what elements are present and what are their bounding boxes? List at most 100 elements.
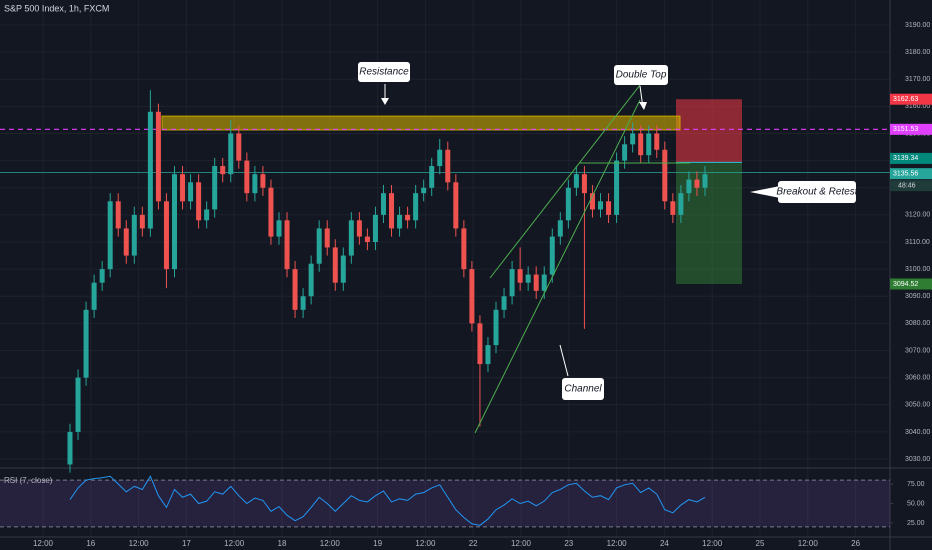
candle-body <box>300 296 306 310</box>
candle-body <box>380 193 386 215</box>
x-tick-label: 12:00 <box>511 539 532 548</box>
rsi-tick-label: 50.00 <box>907 500 925 507</box>
candle-body <box>99 269 105 283</box>
candle-body <box>244 160 250 194</box>
y-tick-label: 3090.00 <box>905 293 930 300</box>
candle-body <box>630 133 636 145</box>
candle-body <box>91 282 97 310</box>
annotation: Resistance <box>359 67 409 78</box>
y-tick-label: 3160.00 <box>905 103 930 110</box>
candle-body <box>276 220 282 237</box>
candle-body <box>228 133 234 175</box>
candle-body <box>445 149 451 183</box>
candle-body <box>188 182 194 202</box>
x-tick-label: 17 <box>182 539 191 548</box>
y-tick-label: 3100.00 <box>905 266 930 273</box>
candle-body <box>606 201 612 215</box>
candle-body <box>702 174 708 188</box>
x-tick-label: 12:00 <box>607 539 628 548</box>
candle-body <box>589 193 595 210</box>
candle-body <box>292 269 298 310</box>
candle-body <box>389 193 395 229</box>
candle-body <box>171 174 177 270</box>
x-tick-label: 22 <box>469 539 478 548</box>
price-badge-label: 3162.63 <box>893 96 918 103</box>
candle-body <box>340 255 346 283</box>
x-tick-label: 24 <box>660 539 669 548</box>
y-tick-label: 3110.00 <box>905 239 930 246</box>
candle-body <box>107 201 113 270</box>
annotation-box <box>614 65 668 85</box>
candle-body <box>372 214 378 243</box>
y-tick-label: 3040.00 <box>905 429 930 436</box>
price-badge <box>890 168 932 180</box>
candle-body <box>525 274 531 283</box>
y-tick-label: 3070.00 <box>905 347 930 354</box>
candle-body <box>694 179 700 188</box>
candle-body <box>364 236 370 243</box>
arrow-head <box>639 102 647 110</box>
rsi-tick-label: 25.00 <box>907 520 925 527</box>
countdown: 48:46 <box>898 183 916 190</box>
candle-body <box>123 228 129 256</box>
y-tick-label: 3190.00 <box>905 22 930 29</box>
candle-body <box>678 193 684 215</box>
candle-body <box>413 193 419 221</box>
candle-body <box>598 201 604 210</box>
annotation: Double Top <box>616 70 667 81</box>
candle-body <box>469 269 475 324</box>
candle-body <box>517 269 523 283</box>
price-axis: 12:00 16 12:00 17 12:00 18 12:00 19 12:00 22 12:00… <box>33 22 932 548</box>
candle-body <box>397 214 403 229</box>
channel-line <box>489 84 641 279</box>
x-tick-label: 26 <box>851 539 860 548</box>
y-tick-label: 3030.00 <box>905 456 930 463</box>
annotation: Breakout & Retest <box>776 187 858 198</box>
y-tick-label: 3050.00 <box>905 402 930 409</box>
x-tick-label: 12:00 <box>129 539 150 548</box>
candle-body <box>453 182 459 229</box>
x-tick-label: 19 <box>373 539 382 548</box>
candle-body <box>477 323 483 365</box>
y-tick-label: 3060.00 <box>905 374 930 381</box>
annotations: Resistance Double Top Channel Breakout &… <box>358 62 859 400</box>
x-tick-label: 16 <box>86 539 95 548</box>
candle-body <box>204 209 210 221</box>
annotation-box <box>778 181 856 203</box>
candle-body <box>662 149 668 202</box>
candle-body <box>670 201 676 215</box>
candle-body <box>581 174 587 194</box>
y-tick-label: 3080.00 <box>905 320 930 327</box>
x-tick-label: 18 <box>278 539 287 548</box>
candle-body <box>549 236 555 275</box>
countdown-badge <box>890 180 932 192</box>
price-badge-label: 3135.56 <box>893 171 918 178</box>
candle-body <box>356 220 362 237</box>
x-tick-label: 12:00 <box>33 539 54 548</box>
candle-body <box>622 144 628 161</box>
candle-body <box>196 182 202 221</box>
candle-body <box>147 111 153 229</box>
channel-line <box>474 99 641 434</box>
candle-body <box>139 214 145 229</box>
candle-body <box>646 133 652 156</box>
rsi-line <box>69 475 706 526</box>
price-badge <box>890 93 932 105</box>
candle-body <box>332 247 338 283</box>
candle-body <box>501 296 507 310</box>
candle-body <box>437 149 443 167</box>
price-badge-label: 3151.53 <box>893 126 918 133</box>
candle-body <box>614 160 620 215</box>
x-tick-label: 12:00 <box>415 539 436 548</box>
rsi-band <box>0 480 890 527</box>
chart-title: S&P 500 Index, 1h, FXCM <box>4 3 109 13</box>
x-tick-label: 12:00 <box>320 539 341 548</box>
candle-body <box>236 133 242 161</box>
price-axis-bg <box>890 0 932 550</box>
y-tick-label: 3170.00 <box>905 76 930 83</box>
rsi-tick-label: 75.00 <box>907 481 925 488</box>
candle-body <box>284 220 290 270</box>
price-badge-label: 3139.34 <box>893 155 918 162</box>
candle-body <box>115 201 121 229</box>
